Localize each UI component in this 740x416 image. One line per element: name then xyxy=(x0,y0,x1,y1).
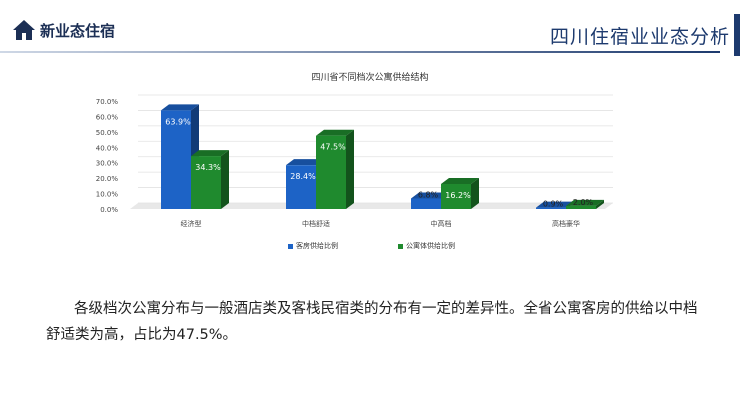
header-accent-bar xyxy=(734,14,740,56)
legend-swatch-blue xyxy=(288,243,293,249)
bar-top xyxy=(316,129,354,136)
bar-top xyxy=(411,192,449,199)
bar-side xyxy=(596,199,604,209)
data-label: 16.2% xyxy=(445,191,471,200)
data-label: 2.0% xyxy=(573,198,594,207)
bar-top xyxy=(191,150,229,157)
x-tick-label: 经济型 xyxy=(181,219,202,228)
x-tick-label: 高档豪华 xyxy=(552,219,580,228)
chart-floor xyxy=(130,203,613,209)
data-label: 47.5% xyxy=(320,143,346,152)
x-tick-label: 中档舒适 xyxy=(302,219,330,228)
legend-swatch-green xyxy=(398,243,403,249)
x-tick-label: 中高档 xyxy=(431,219,452,228)
bar-top xyxy=(566,199,604,206)
data-label: 0.9% xyxy=(543,200,564,209)
y-tick-label: 70.0% xyxy=(96,98,119,106)
body-paragraph: 各级档次公寓分布与一般酒店类及客栈民宿类的分布有一定的差异性。全省公寓客房的供给… xyxy=(46,301,698,343)
y-tick-label: 40.0% xyxy=(96,144,119,152)
legend-item-series-1: 客房供给比例 xyxy=(288,241,338,251)
bar xyxy=(536,207,566,209)
bar xyxy=(316,135,346,209)
bar-side xyxy=(471,178,479,209)
bar-side xyxy=(221,150,229,209)
legend-label: 客房供给比例 xyxy=(296,242,338,250)
data-label: 34.3% xyxy=(195,163,221,172)
y-tick-label: 50.0% xyxy=(96,129,119,137)
y-tick-label: 20.0% xyxy=(96,175,119,183)
bar-top xyxy=(286,159,324,166)
home-icon[interactable] xyxy=(11,18,37,42)
bar xyxy=(191,156,221,209)
page-title: 四川住宿业业态分析 xyxy=(549,26,730,48)
bar-side xyxy=(346,129,354,209)
bar-top xyxy=(536,201,574,208)
y-tick-label: 10.0% xyxy=(96,191,119,199)
bar xyxy=(286,165,316,209)
bar xyxy=(566,205,596,209)
legend-item-series-2: 公寓体供给比例 xyxy=(398,241,455,251)
data-label: 28.4% xyxy=(290,172,316,181)
section-title: 新业态住宿 xyxy=(40,22,116,40)
bar xyxy=(161,110,191,209)
y-tick-label: 60.0% xyxy=(96,113,119,121)
y-tick-label: 30.0% xyxy=(96,160,119,168)
bar xyxy=(441,184,471,209)
header: 新业态住宿 四川住宿业业态分析 xyxy=(0,0,740,64)
y-tick-label: 0.0% xyxy=(100,206,118,214)
chart-title: 四川省不同档次公寓供给结构 xyxy=(311,73,429,83)
header-divider xyxy=(0,51,720,53)
data-label: 6.8% xyxy=(418,191,439,200)
bar-top xyxy=(161,104,199,111)
data-label: 63.9% xyxy=(165,117,191,126)
bar xyxy=(411,198,441,209)
legend-label: 公寓体供给比例 xyxy=(406,242,455,250)
bar-top xyxy=(441,178,479,185)
